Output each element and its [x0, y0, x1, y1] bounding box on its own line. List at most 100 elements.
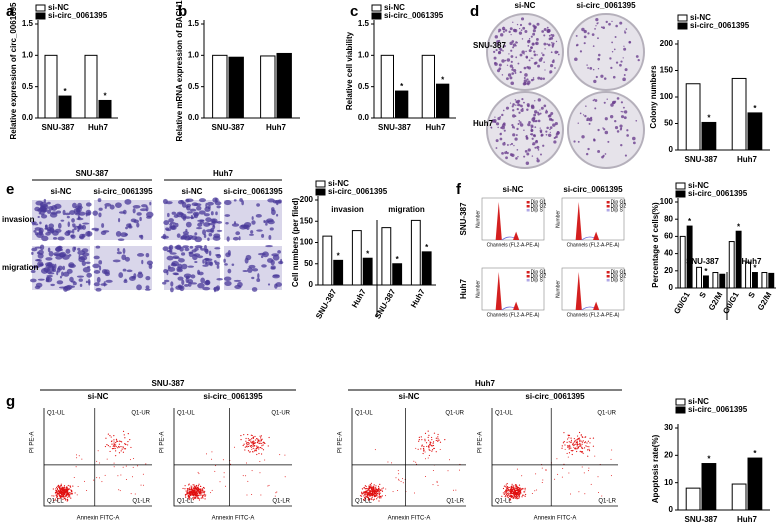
colony — [506, 58, 511, 62]
colony — [494, 116, 496, 118]
event — [59, 495, 62, 497]
y-axis-label: PI PE-A — [338, 432, 344, 453]
colony — [622, 77, 626, 82]
event — [379, 495, 381, 498]
event — [55, 494, 57, 496]
event — [506, 487, 508, 489]
cell — [216, 254, 222, 259]
colony — [520, 104, 523, 108]
y-tick-label: 0.0 — [358, 113, 370, 122]
event — [244, 446, 246, 448]
plate — [567, 91, 645, 169]
event — [397, 489, 399, 491]
event — [401, 478, 403, 480]
event — [573, 444, 576, 446]
colony — [624, 154, 628, 157]
event — [115, 442, 117, 444]
event — [375, 489, 377, 491]
cell — [181, 279, 185, 286]
x-axis-label: Channels (FL2-A-PE-A) — [487, 242, 540, 248]
legend-label: si-circ_0061395 — [688, 405, 748, 414]
cell — [31, 247, 38, 252]
colony — [539, 112, 542, 115]
colony — [530, 104, 535, 108]
event — [556, 458, 558, 460]
colony — [619, 63, 622, 67]
cell — [58, 222, 62, 229]
event — [63, 489, 65, 492]
event — [504, 491, 506, 493]
event — [372, 485, 374, 487]
event — [518, 491, 520, 493]
event — [375, 492, 378, 494]
event — [376, 498, 378, 500]
event — [60, 491, 62, 493]
colony — [521, 107, 524, 110]
colony — [550, 33, 553, 36]
event — [245, 462, 247, 464]
colony — [602, 26, 606, 30]
event — [562, 468, 564, 470]
cell — [61, 271, 64, 277]
event — [187, 490, 189, 492]
colony — [595, 75, 598, 79]
cell — [35, 200, 44, 206]
event — [581, 451, 584, 453]
colony — [512, 43, 517, 47]
cell — [182, 215, 187, 221]
event — [65, 490, 67, 492]
legend-label: si-circ_0061395 — [384, 11, 444, 20]
colony — [505, 106, 510, 110]
event — [431, 445, 433, 447]
event — [200, 491, 202, 493]
cell — [71, 218, 75, 223]
event — [188, 494, 190, 497]
colony — [548, 114, 552, 117]
colony — [524, 149, 528, 153]
bar — [395, 90, 409, 119]
y-tick-label: 0 — [669, 145, 674, 154]
event — [567, 446, 569, 448]
cell — [92, 263, 100, 269]
event — [376, 494, 378, 497]
cell — [238, 236, 241, 241]
colony — [556, 131, 560, 135]
event — [370, 494, 372, 496]
event — [127, 433, 129, 435]
event — [376, 490, 378, 492]
colony — [594, 107, 597, 110]
colony — [547, 43, 551, 47]
event — [541, 481, 543, 483]
colony — [595, 17, 599, 22]
event — [576, 448, 578, 450]
cell — [85, 261, 91, 265]
event — [193, 494, 195, 496]
event — [113, 446, 116, 448]
event — [200, 494, 202, 496]
event — [65, 487, 67, 489]
event — [249, 445, 251, 447]
event — [133, 457, 135, 459]
cell — [277, 250, 281, 254]
event — [254, 439, 257, 441]
legend-swatch — [606, 279, 610, 282]
cell — [78, 211, 86, 216]
significance: * — [103, 92, 107, 101]
event — [374, 490, 376, 492]
y-axis-label: PI PE-A — [478, 432, 484, 453]
bar — [276, 52, 292, 119]
event — [569, 444, 571, 446]
cell — [136, 222, 140, 228]
cell — [115, 231, 122, 237]
cell — [65, 230, 73, 234]
x-axis-label: Channels (FL2-A-PE-A) — [567, 242, 620, 248]
bar — [712, 272, 719, 289]
colony — [603, 128, 606, 131]
event — [587, 455, 589, 457]
event — [117, 447, 119, 449]
cell — [248, 264, 256, 269]
event — [568, 437, 570, 439]
cell — [235, 231, 241, 236]
colony — [528, 22, 532, 26]
event — [534, 490, 536, 492]
